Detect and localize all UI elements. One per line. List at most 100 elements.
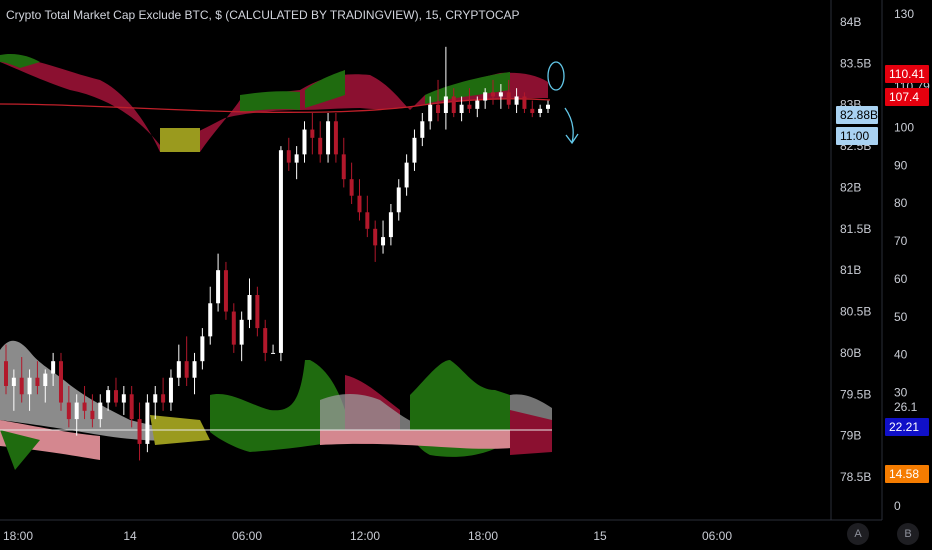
candle [491, 79, 496, 105]
candle-body [333, 121, 338, 155]
candle-body [74, 402, 79, 420]
annotation-arrow [564, 107, 579, 145]
osc-tick-label: 100 [894, 121, 914, 135]
candle [153, 386, 158, 420]
candle-body [184, 361, 189, 378]
osc-tick-label: 40 [894, 348, 908, 362]
candle [318, 121, 323, 163]
price-tick-label: 79B [840, 429, 861, 443]
candle-body [129, 394, 134, 420]
candle [106, 386, 111, 411]
candle [333, 113, 338, 163]
candle [51, 352, 56, 386]
candle-body [223, 270, 228, 312]
candle-body [11, 377, 16, 386]
candle [357, 179, 362, 221]
candle [66, 386, 71, 428]
candle-body [255, 295, 260, 329]
price-tick-label: 80B [840, 346, 861, 360]
osc-red-right [510, 410, 552, 455]
osc-tick-label: 60 [894, 272, 908, 286]
candle-body [137, 419, 142, 444]
candle-body [530, 108, 535, 113]
candle-body [326, 121, 331, 155]
candle [231, 303, 236, 353]
candle-body [153, 394, 158, 403]
candle [200, 328, 205, 370]
candle-body [436, 104, 441, 113]
candle-body [538, 108, 543, 113]
price-tick-label: 80.5B [840, 305, 871, 319]
candle-body [302, 129, 307, 155]
candle-body [286, 150, 291, 163]
candle-body [357, 195, 362, 213]
candle [82, 386, 87, 420]
candle-body [546, 104, 550, 109]
candle-body [208, 303, 213, 337]
candle [412, 129, 417, 171]
candle-body [51, 361, 56, 374]
upper-cloud-yellow [160, 128, 200, 152]
candle [58, 352, 63, 411]
price-tick-label: 81B [840, 263, 861, 277]
auto-scale-button[interactable]: A [847, 523, 869, 545]
osc-tick-label: 0 [894, 499, 901, 513]
candle [381, 220, 386, 254]
candle [43, 369, 48, 403]
candle-body [58, 361, 63, 403]
osc-tick-label: 130 [894, 7, 914, 21]
candle [239, 311, 244, 362]
price-tick-label: 83.5B [840, 56, 871, 70]
candle [349, 162, 354, 204]
candle-body [263, 328, 268, 353]
candle-body [82, 402, 87, 411]
candle [546, 100, 550, 113]
candle [530, 100, 535, 118]
price-tick-label: 84B [840, 15, 861, 29]
candle [294, 146, 299, 180]
candle [341, 137, 346, 188]
candle [388, 204, 393, 246]
candle-body [271, 352, 276, 354]
candle-body [373, 228, 378, 246]
upper-cloud-green-left [0, 53, 40, 68]
candle [113, 377, 118, 407]
osc-tag-107-4: 107.4 [885, 88, 929, 106]
candle-body [294, 154, 299, 163]
time-tick-label: 06:00 [702, 529, 732, 543]
candle [247, 278, 252, 329]
candle-body [192, 361, 197, 378]
candle-body [121, 394, 126, 403]
candle-body [239, 319, 244, 345]
candle [373, 220, 378, 262]
b-scale-button[interactable]: B [897, 523, 919, 545]
candle [74, 394, 79, 436]
candle [365, 195, 370, 238]
candle [326, 113, 331, 163]
osc-tick-label: 30 [894, 385, 908, 399]
candle-body [216, 270, 221, 304]
candle [522, 92, 527, 113]
ma-line [0, 98, 551, 113]
candle-body [388, 212, 393, 238]
candle [121, 386, 126, 415]
countdown-tag: 11:00 [836, 127, 878, 145]
candle-body [514, 96, 519, 105]
candle-body [349, 179, 354, 196]
time-tick-label: 14 [123, 529, 137, 543]
price-tick-label: 81.5B [840, 222, 871, 236]
osc-tag-14-58: 14.58 [885, 465, 929, 483]
candle-body [483, 92, 488, 101]
candle [428, 96, 433, 130]
osc-tick-label: 80 [894, 196, 908, 210]
candle [506, 79, 511, 109]
candle [302, 121, 307, 163]
time-tick-label: 12:00 [350, 529, 380, 543]
candle-body [420, 121, 425, 138]
candlestick-series [4, 46, 550, 461]
candle-body [35, 377, 40, 386]
candle-body [66, 402, 71, 420]
time-axis[interactable]: 18:00 14 06:00 12:00 18:00 15 06:00 [3, 529, 732, 543]
candle [35, 361, 40, 395]
